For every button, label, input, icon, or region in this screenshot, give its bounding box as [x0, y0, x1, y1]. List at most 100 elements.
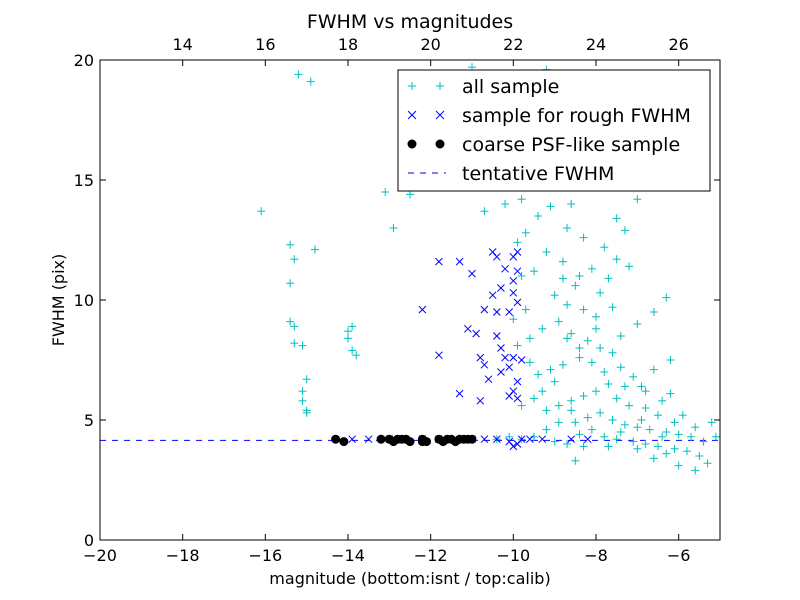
all-sample-point: [658, 432, 667, 441]
all-sample-point: [558, 360, 567, 369]
rough-fwhm-point: [435, 351, 443, 360]
all-sample-point: [583, 413, 592, 422]
rough-fwhm-point: [505, 363, 514, 372]
all-sample-point: [563, 440, 572, 448]
rough-fwhm-point: [567, 435, 576, 444]
rough-fwhm-point: [348, 435, 356, 444]
rough-fwhm-point: [497, 284, 505, 292]
all-sample-point: [389, 224, 398, 232]
all-sample-point: [641, 440, 650, 448]
all-sample-point: [608, 348, 617, 357]
rough-fwhm-point: [492, 308, 501, 316]
all-sample-point: [298, 396, 307, 405]
all-sample-point: [290, 322, 299, 331]
y-tick-label: 5: [84, 411, 94, 430]
all-sample-point: [517, 272, 526, 280]
top-x-tick-label: 18: [338, 35, 358, 54]
all-sample-point: [534, 370, 543, 379]
all-sample-point: [530, 394, 538, 403]
all-sample-point: [691, 466, 700, 475]
all-sample-point: [612, 435, 621, 444]
rough-fwhm-point: [513, 267, 522, 276]
psf-like-point: [331, 434, 341, 444]
all-sample-point: [587, 358, 596, 367]
all-sample-point: [286, 317, 295, 326]
all-sample-point: [290, 339, 299, 348]
all-sample-point: [513, 238, 522, 247]
all-sample-point: [571, 456, 580, 465]
all-sample-point: [381, 188, 390, 196]
all-sample-point: [604, 380, 613, 388]
all-sample-point: [608, 416, 617, 424]
all-sample-point: [480, 207, 489, 216]
all-sample-point: [554, 317, 563, 326]
all-sample-point: [505, 432, 514, 441]
all-sample-point: [649, 365, 658, 374]
rough-fwhm-point: [501, 264, 509, 273]
y-tick-label: 20: [74, 51, 94, 70]
all-sample-point: [554, 401, 563, 410]
all-sample-point: [625, 401, 634, 410]
all-sample-point: [691, 423, 700, 432]
all-sample-point: [571, 281, 580, 290]
all-sample-point: [703, 459, 712, 468]
all-sample-point: [587, 264, 596, 273]
top-x-tick-label: 16: [255, 35, 275, 54]
all-sample-point: [538, 324, 547, 333]
all-sample-point: [600, 432, 609, 441]
all-sample-point: [579, 233, 588, 242]
all-sample-point: [546, 202, 555, 211]
all-sample-point: [575, 344, 584, 352]
all-sample-point: [575, 272, 584, 280]
all-sample-point: [567, 396, 576, 405]
all-sample-point: [707, 418, 716, 427]
psf-like-point: [405, 437, 415, 447]
rough-fwhm-point: [509, 288, 518, 297]
axes-layer: −20 −18 −16 −14 −12 −10 −8 −6 14 16 18 20 22 24 26 0 5 10…: [74, 35, 720, 565]
legend: all sample sample for rough FWHM coarse PS…: [397, 69, 711, 192]
chart-title: FWHM vs magnitudes: [307, 11, 513, 33]
psf-like-point: [467, 434, 477, 444]
all-sample-point: [612, 394, 621, 403]
all-sample-point: [600, 243, 609, 252]
all-sample-point: [670, 418, 679, 427]
x-tick-label: −18: [166, 546, 200, 565]
all-sample-point: [550, 291, 559, 300]
all-sample-point: [554, 418, 563, 427]
all-sample-point: [633, 444, 642, 453]
rough-fwhm-point: [468, 269, 476, 278]
rough-fwhm-point: [513, 248, 522, 256]
all-sample-point: [517, 195, 526, 204]
x-tick-label: −14: [331, 546, 365, 565]
rough-fwhm-point: [509, 276, 518, 285]
rough-fwhm-point: [455, 389, 464, 398]
rough-fwhm-point: [364, 435, 373, 444]
rough-fwhm-point: [455, 257, 464, 266]
rough-fwhm-point: [509, 442, 518, 451]
all-sample-point: [530, 432, 538, 441]
all-sample-point: [687, 432, 696, 441]
x-tick-label: −20: [83, 546, 117, 565]
all-sample-point: [662, 449, 671, 458]
all-sample-point: [620, 420, 629, 429]
all-sample-point: [711, 432, 720, 441]
all-sample-point: [633, 423, 642, 432]
all-sample-point: [509, 315, 518, 324]
all-sample-point: [596, 344, 605, 352]
all-sample-point: [542, 425, 551, 434]
all-sample-point: [629, 437, 638, 446]
all-sample-point: [625, 262, 634, 271]
rough-fwhm-point: [509, 353, 518, 362]
all-sample-point: [542, 406, 551, 415]
rough-fwhm-point: [538, 435, 547, 444]
top-x-tick-label: 22: [503, 35, 523, 54]
top-x-tick-label: 24: [586, 35, 606, 54]
legend-symbol: [407, 139, 445, 149]
all-sample-point: [286, 279, 295, 288]
y-tick-label: 10: [74, 291, 94, 310]
psf-like-point: [376, 434, 386, 444]
all-sample-point: [678, 411, 687, 420]
all-sample-point: [604, 442, 613, 451]
